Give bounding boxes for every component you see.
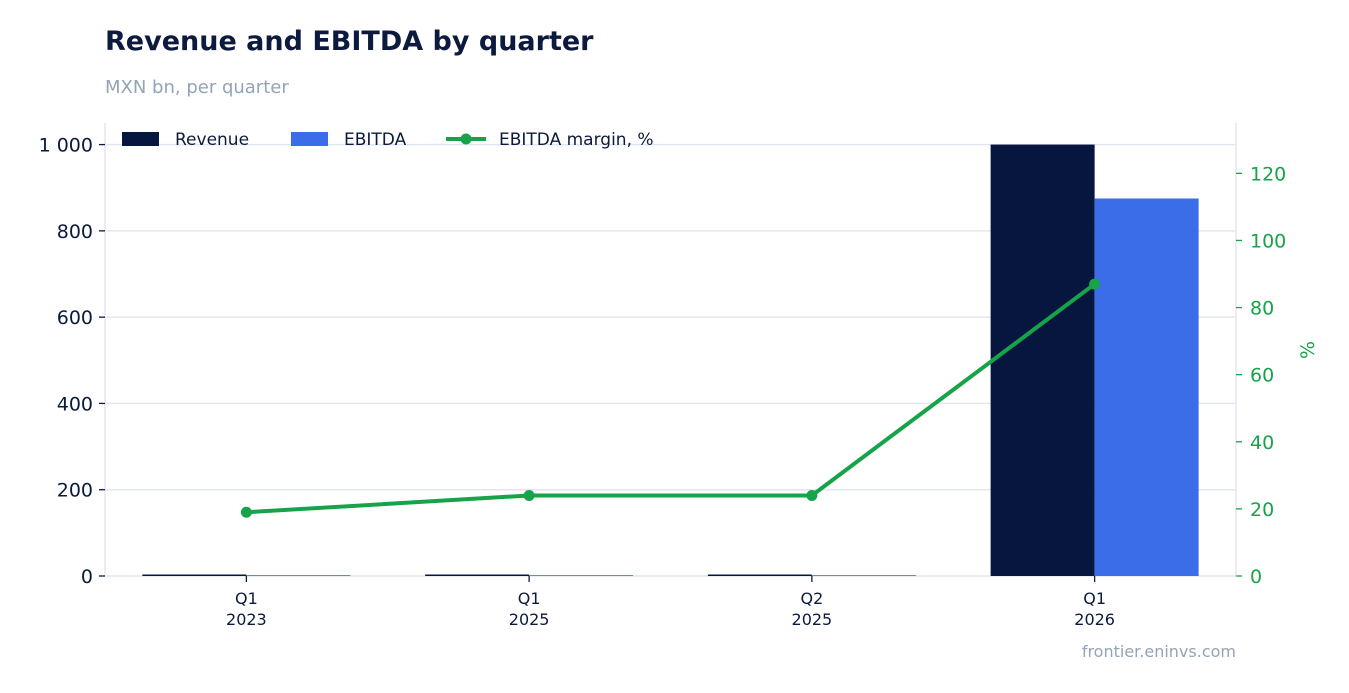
right-tick-label: 80 bbox=[1250, 298, 1274, 320]
legend-swatch-ebitda bbox=[291, 132, 328, 146]
right-tick-label: 100 bbox=[1250, 230, 1286, 252]
revenue-bar bbox=[707, 574, 812, 576]
right-axis-label: % bbox=[1297, 341, 1319, 359]
x-tick-quarter: Q2 bbox=[800, 589, 823, 608]
margin-point bbox=[1089, 278, 1101, 290]
x-tick-quarter: Q1 bbox=[518, 589, 541, 608]
margin-point bbox=[523, 489, 535, 501]
left-tick-label: 1 000 bbox=[39, 135, 93, 157]
legend-marker-margin bbox=[460, 133, 472, 145]
margin-point bbox=[240, 506, 252, 518]
margin-line bbox=[246, 282, 1096, 515]
right-tick-label: 60 bbox=[1250, 365, 1274, 387]
revenue-bar bbox=[990, 144, 1095, 577]
x-tick-quarter: Q1 bbox=[1083, 589, 1106, 608]
x-tick-year: 2026 bbox=[1074, 610, 1115, 629]
right-tick-label: 20 bbox=[1250, 499, 1274, 521]
right-tick-label: 120 bbox=[1250, 163, 1286, 185]
ebitda-bar bbox=[246, 575, 351, 576]
source-credit: frontier.eninvs.com bbox=[1081, 642, 1236, 661]
left-tick-label: 600 bbox=[57, 307, 93, 329]
ebitda-bar bbox=[529, 575, 634, 576]
right-tick-label: 40 bbox=[1250, 432, 1274, 454]
chart-title: Revenue and EBITDA by quarter bbox=[105, 26, 594, 57]
legend-label-margin: EBITDA margin, % bbox=[499, 130, 654, 150]
margin-point bbox=[806, 489, 818, 501]
chart-subtitle: MXN bn, per quarter bbox=[105, 77, 289, 98]
left-tick-label: 400 bbox=[57, 393, 93, 415]
left-tick-label: 800 bbox=[57, 221, 93, 243]
revenue-bar bbox=[425, 574, 530, 576]
right-tick-label: 0 bbox=[1250, 566, 1262, 588]
left-tick-label: 200 bbox=[57, 480, 93, 502]
x-tick-quarter: Q1 bbox=[235, 589, 258, 608]
legend-swatch-revenue bbox=[122, 132, 159, 146]
x-tick-year: 2025 bbox=[509, 610, 550, 629]
revenue-bar bbox=[142, 574, 247, 576]
legend-label-ebitda: EBITDA bbox=[344, 130, 407, 150]
ebitda-bar bbox=[1094, 198, 1199, 576]
left-tick-label: 0 bbox=[81, 566, 93, 588]
x-tick-year: 2025 bbox=[792, 610, 833, 629]
ebitda-bar bbox=[811, 575, 916, 576]
legend-label-revenue: Revenue bbox=[175, 130, 249, 150]
x-tick-year: 2023 bbox=[226, 610, 267, 629]
